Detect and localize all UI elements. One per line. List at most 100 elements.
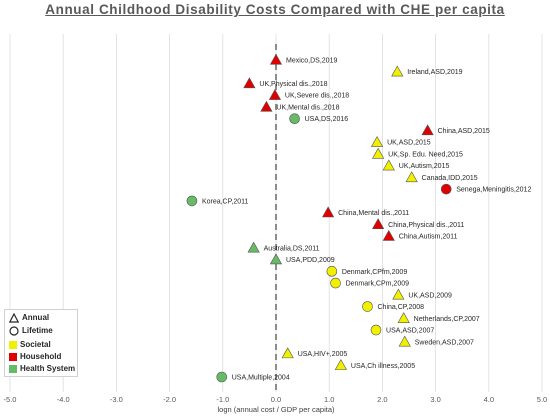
- data-point: USA,ASD,2007: [370, 324, 434, 336]
- circle-marker: [326, 266, 338, 277]
- legend: Annual Lifetime Societal Household Healt…: [4, 309, 78, 377]
- point-label: China,Physical dis.,2011: [388, 222, 464, 229]
- triangle-marker: [405, 171, 418, 183]
- point-label: UK,ASD,2015: [387, 140, 431, 147]
- x-tick-label: -5.0: [4, 395, 17, 404]
- triangle-marker: [382, 159, 395, 171]
- triangle-marker: [391, 65, 404, 77]
- x-tick-label: 5.0: [537, 395, 547, 404]
- data-point: Australia,DS,2011: [247, 241, 320, 253]
- triangle-marker: [247, 241, 260, 253]
- point-label: UK,ASD,2009: [408, 292, 452, 299]
- point-label: China,CP,2008: [378, 304, 425, 311]
- data-point: UK,Sp. Edu. Need,2015: [372, 147, 463, 159]
- circle-marker: [370, 324, 382, 336]
- triangle-marker: [392, 288, 405, 300]
- point-label: Denmark,CPfm,2009: [342, 269, 407, 276]
- legend-item-lifetime: Lifetime: [9, 325, 53, 336]
- data-point: UK,Autism,2015: [382, 159, 450, 171]
- point-label: USA,Ch illness,2005: [351, 363, 415, 370]
- data-point: UK,ASD,2015: [370, 135, 431, 147]
- data-point: Korea,CP,2011: [186, 195, 248, 207]
- legend-label-lifetime: Lifetime: [22, 326, 53, 335]
- triangle-marker: [269, 253, 283, 265]
- data-point: Netherlands,CP,2007: [397, 312, 480, 323]
- x-tick-label: 0.0: [271, 395, 281, 404]
- data-point: Ireland,ASD,2019: [391, 65, 463, 77]
- point-label: USA,Multiple,2004: [232, 375, 290, 382]
- triangle-marker: [260, 100, 273, 112]
- household-swatch: [9, 352, 17, 361]
- triangle-marker: [268, 89, 282, 100]
- triangle-marker: [281, 347, 294, 359]
- data-point: Sweden,ASD,2007: [398, 335, 474, 347]
- point-label: China,Autism,2011: [399, 234, 458, 241]
- data-point: China,Physical dis.,2011: [372, 218, 464, 230]
- x-axis-label: logn (annual cost / GDP per capita): [217, 405, 335, 414]
- chart-title: Annual Childhood Disability Costs Compar…: [45, 2, 505, 17]
- x-tick-label: -2.0: [163, 395, 176, 404]
- circle-marker: [362, 301, 373, 312]
- data-point: China,ASD,2015: [421, 124, 490, 136]
- circle-marker: [330, 277, 341, 289]
- data-point: Mexico,DS,2019: [269, 53, 337, 65]
- point-label: Denmark,CPm,2009: [346, 281, 410, 288]
- point-label: UK,Severe dis.,2018: [285, 93, 349, 100]
- legend-item-household: Household: [9, 351, 61, 362]
- data-point: UK,ASD,2009: [392, 288, 452, 300]
- point-label: Ireland,ASD,2019: [407, 69, 462, 76]
- grid-lines: [9, 34, 543, 392]
- circle-icon: [9, 325, 19, 336]
- legend-item-societal: Societal: [9, 339, 51, 350]
- x-tick-label: 1.0: [324, 395, 334, 404]
- data-point: Denmark,CPm,2009: [330, 277, 410, 289]
- legend-label-household: Household: [20, 352, 62, 361]
- data-point: USA,DS,2016: [289, 113, 349, 125]
- x-tick-label: -1.0: [216, 395, 229, 404]
- point-label: UK,Autism,2015: [399, 163, 450, 170]
- triangle-marker: [372, 218, 385, 230]
- point-label: UK,Sp. Edu. Need,2015: [388, 151, 463, 158]
- triangle-marker: [370, 135, 384, 147]
- x-tick-label: 3.0: [430, 395, 440, 404]
- health-system-swatch: [9, 364, 17, 373]
- circle-marker: [186, 195, 198, 207]
- data-points: Mexico,DS,2019 Ireland,ASD,2019 UK,Physica…: [186, 53, 531, 383]
- triangle-marker: [334, 359, 348, 370]
- x-tick-labels: -5.0 -4.0 -3.0 -2.0 -1.0 0.0 1.0 2.0 3.0 4.0 5.0: [4, 395, 548, 404]
- societal-swatch: [9, 340, 17, 349]
- point-label: USA,HIV+,2005: [298, 351, 348, 358]
- data-point: USA,HIV+,2005: [281, 347, 348, 359]
- data-point: Senega,Meningitis,2012: [440, 183, 531, 195]
- point-label: USA,DS,2016: [305, 116, 349, 123]
- data-point: Canada,IDD,2015: [405, 171, 478, 183]
- x-tick-label: 4.0: [484, 395, 494, 404]
- x-tick-label: 2.0: [377, 395, 387, 404]
- legend-item-annual: Annual: [9, 312, 49, 323]
- point-label: UK,Physical dis.,2018: [259, 81, 327, 88]
- circle-marker: [216, 371, 228, 383]
- triangle-marker: [397, 312, 410, 323]
- point-label: USA,ASD,2007: [386, 328, 434, 335]
- triangle-icon: [9, 312, 19, 323]
- triangle-marker: [243, 77, 256, 89]
- data-point: UK,Physical dis.,2018: [243, 77, 328, 89]
- data-point: USA,Ch illness,2005: [334, 359, 415, 370]
- legend-label-societal: Societal: [20, 340, 51, 349]
- data-point: China,CP,2008: [362, 301, 425, 312]
- legend-item-health-system: Health System: [9, 363, 75, 374]
- data-point: China,Mental dis.,2011: [322, 206, 409, 218]
- point-label: Mexico,DS,2019: [286, 58, 337, 65]
- point-label: Australia,DS,2011: [264, 245, 320, 252]
- data-point: Denmark,CPfm,2009: [326, 266, 407, 277]
- point-label: UK,Mental dis.,2018: [276, 104, 339, 111]
- data-point: China,Autism,2011: [382, 229, 458, 241]
- circle-marker: [440, 183, 452, 195]
- point-label: Canada,IDD,2015: [422, 175, 478, 182]
- triangle-marker: [421, 124, 434, 136]
- point-label: Senega,Meningitis,2012: [456, 187, 531, 194]
- data-point: UK,Severe dis.,2018: [268, 89, 349, 100]
- point-label: Sweden,ASD,2007: [415, 339, 474, 346]
- triangle-marker: [382, 229, 395, 241]
- legend-label-annual: Annual: [22, 313, 50, 322]
